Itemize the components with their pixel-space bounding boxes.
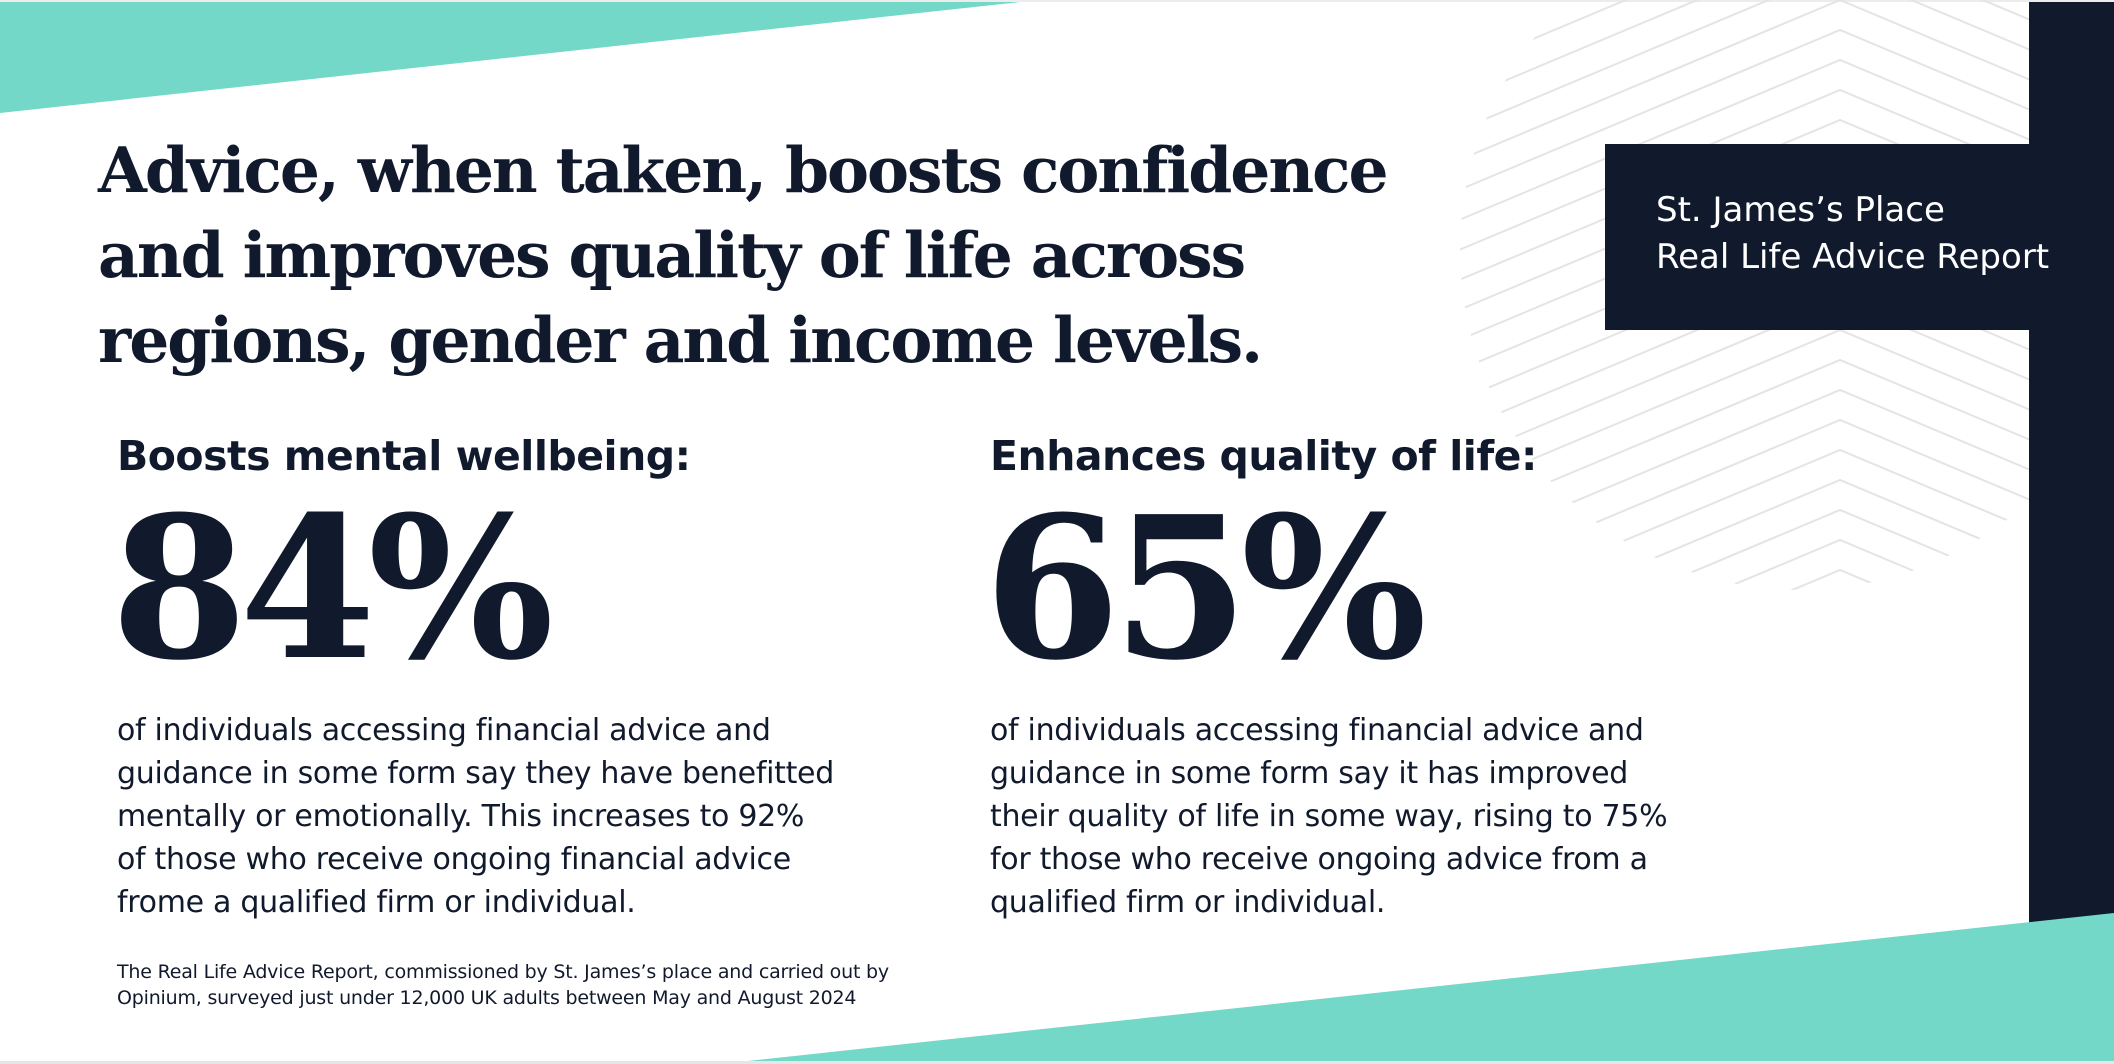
stat-description-line: mentally or emotionally. This increases … [117,799,805,834]
headline-line: and improves quality of life across [98,218,1246,292]
top-teal-band [0,2,1020,113]
chevron-line [1460,0,2114,118]
headline-line: regions, gender and income levels. [98,303,1263,377]
chevron-line [1460,328,2114,508]
stat-percentage: 65% [984,474,1427,704]
chevron-line [1460,88,2114,268]
stat-heading: Enhances quality of life: [990,432,1537,480]
chevron-line [1460,508,2114,590]
stat-description-line: of individuals accessing financial advic… [990,713,1644,748]
top-border-line [0,0,2114,2]
report-label-box [1605,144,2071,330]
chevron-line [1460,0,2114,148]
source-footnote: The Real Life Advice Report, commissione… [117,959,889,1011]
stat-description-line: of those who receive ongoing financial a… [117,842,791,877]
report-label: St. James’s Place Real Life Advice Repor… [1656,187,2049,281]
chevron-line [1460,58,2114,238]
stat-description-line: frome a qualified firm or individual. [117,885,636,920]
chevron-line [1460,478,2114,590]
headline-line: Advice, when taken, boosts confidence [98,133,1389,207]
stat-mental-wellbeing: Boosts mental wellbeing: 84% of individu… [111,428,917,920]
bottom-teal-band [720,913,2114,1064]
chevron-line [1460,538,2114,590]
bottom-border-line [0,1061,2114,1064]
chevron-line [1460,0,2114,88]
stat-description: of individuals accessing financial advic… [990,709,1668,924]
chevron-line [1460,28,2114,208]
chevron-line [1460,0,2114,178]
stat-heading: Boosts mental wellbeing: [117,432,691,480]
chevron-line [1460,358,2114,538]
chevron-line [1460,118,2114,298]
chevron-line [1460,0,2114,28]
stat-description-line: guidance in some form say it has improve… [990,756,1628,791]
stat-description-line: guidance in some form say they have bene… [117,756,834,791]
report-label-line: St. James’s Place [1656,190,1945,230]
stat-description-line: of individuals accessing financial advic… [117,713,771,748]
headline: Advice, when taken, boosts confidence an… [98,128,1398,383]
chevron-line [1460,0,2114,58]
footnote-line: Opinium, surveyed just under 12,000 UK a… [117,987,857,1009]
stat-description-line: for those who receive ongoing advice fro… [990,842,1648,877]
stat-quality-of-life: Enhances quality of life: 65% of individ… [984,428,1790,920]
stat-percentage: 84% [111,474,554,704]
report-label-line: Real Life Advice Report [1656,237,2050,277]
footnote-line: The Real Life Advice Report, commissione… [117,961,889,983]
chevron-line [1460,568,2114,590]
stat-description-line: qualified firm or individual. [990,885,1386,920]
stat-description: of individuals accessing financial advic… [117,709,834,924]
stat-description-line: their quality of life in some way, risin… [990,799,1668,834]
